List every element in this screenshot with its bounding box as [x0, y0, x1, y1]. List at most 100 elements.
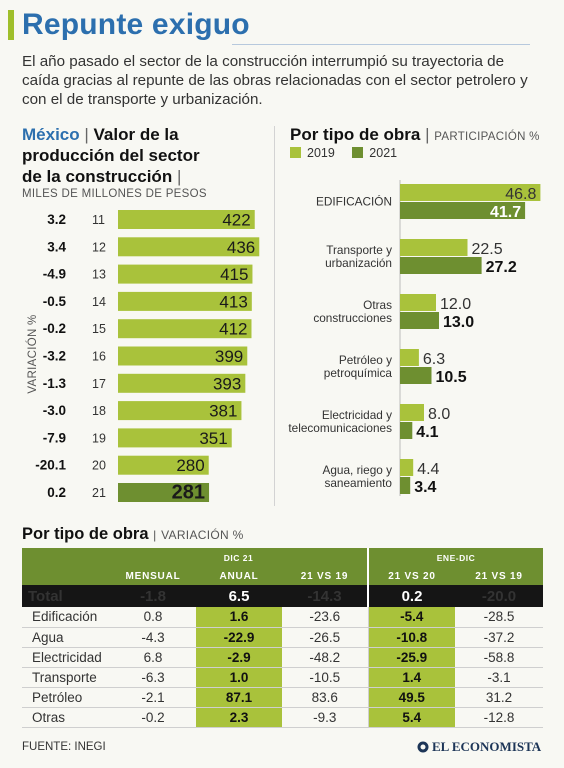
table-cell: -5.4 — [368, 607, 455, 627]
variation-table: DIC 21 ENE-DIC MENSUAL ANUAL 21 VS 19 21… — [22, 548, 543, 728]
year-tick-label: 14 — [92, 295, 106, 309]
variation-label: 0.2 — [47, 485, 66, 500]
production-value-label: 415 — [220, 265, 248, 284]
table-row: Edificación 0.8 1.6 -23.6 -5.4 -28.5 — [22, 607, 543, 627]
year-tick-label: 15 — [92, 322, 106, 336]
table-cell: -14.3 — [282, 585, 368, 607]
table-cell: -23.6 — [282, 607, 368, 627]
production-value-label: 412 — [219, 320, 247, 339]
col-header-anual: ANUAL — [196, 567, 282, 585]
table-title: Por tipo de obra | VARIACIÓN % — [22, 525, 244, 544]
group-header-dic21: DIC 21 — [110, 548, 368, 567]
table-row: Petróleo -2.1 87.1 83.6 49.5 31.2 — [22, 687, 543, 707]
production-value-label: 436 — [227, 238, 255, 257]
table-cell: -22.9 — [196, 627, 282, 647]
year-tick-label: 16 — [92, 350, 106, 364]
variation-label: -20.1 — [35, 458, 66, 473]
year-tick-label: 13 — [92, 268, 106, 282]
table-group-header-row: DIC 21 ENE-DIC — [22, 548, 543, 567]
table-row: Otras -0.2 2.3 -9.3 5.4 -12.8 — [22, 707, 543, 727]
variation-axis-label: VARIACIÓN % — [26, 314, 39, 393]
row-label: Petróleo — [22, 687, 110, 707]
production-value-label: 399 — [215, 347, 243, 366]
table-cell: -2.1 — [110, 687, 196, 707]
table-cell: -48.2 — [282, 647, 368, 667]
table-cell: -28.5 — [455, 607, 543, 627]
year-tick-label: 17 — [92, 377, 106, 391]
production-value-label: 281 — [172, 482, 205, 504]
production-value-label: 280 — [176, 456, 204, 475]
row-label: Transporte — [22, 667, 110, 687]
table-cell: -10.8 — [368, 627, 455, 647]
table-row-total: Total -1.8 6.5 -14.3 0.2 -20.0 — [22, 585, 543, 607]
table-cell: 6.5 — [196, 585, 282, 607]
year-tick-label: 18 — [92, 404, 106, 418]
variation-label: -4.9 — [43, 267, 66, 282]
variation-label: 3.4 — [47, 239, 66, 254]
table-cell: -9.3 — [282, 707, 368, 727]
table-row: Transporte -6.3 1.0 -10.5 1.4 -3.1 — [22, 667, 543, 687]
production-value-label: 393 — [213, 374, 241, 393]
production-value-label: 381 — [209, 402, 237, 421]
table-title-thin: VARIACIÓN % — [161, 528, 243, 542]
production-value-label: 351 — [199, 429, 227, 448]
table-cell: 83.6 — [282, 687, 368, 707]
row-label: Electricidad — [22, 647, 110, 667]
row-label: Total — [22, 585, 110, 607]
table-cell: 6.8 — [110, 647, 196, 667]
row-label: Edificación — [22, 607, 110, 627]
col-header-21vs19-dic: 21 VS 19 — [282, 567, 368, 585]
col-header-21vs19-ene-dic: 21 VS 19 — [455, 567, 543, 585]
table-cell: -58.8 — [455, 647, 543, 667]
brand-name: EL ECONOMISTA — [432, 739, 541, 755]
brand-logo-icon — [417, 741, 429, 753]
table-cell: -0.2 — [110, 707, 196, 727]
table-cell: 0.2 — [368, 585, 455, 607]
table-body: Edificación 0.8 1.6 -23.6 -5.4 -28.5 Agua -4.3-… — [22, 607, 543, 727]
table-cell: -20.0 — [455, 585, 543, 607]
row-label: Otras — [22, 707, 110, 727]
row-label: Agua — [22, 627, 110, 647]
table-column-header-row: MENSUAL ANUAL 21 VS 19 21 VS 20 21 VS 19 — [22, 567, 543, 585]
variation-label: -7.9 — [43, 430, 66, 445]
year-tick-label: 11 — [92, 213, 105, 227]
table-cell: 1.6 — [196, 607, 282, 627]
variation-label: -1.3 — [43, 376, 67, 391]
year-tick-label: 20 — [92, 459, 106, 473]
table-title-text: Por tipo de obra — [22, 525, 149, 543]
year-tick-label: 12 — [92, 240, 106, 254]
production-bar-chart: VARIACIÓN % 422 11 3.2 436 12 3.4 415 13 -4.9 413 1… — [0, 0, 564, 520]
table-cell: 87.1 — [196, 687, 282, 707]
year-tick-label: 21 — [92, 486, 106, 500]
table-cell: -37.2 — [455, 627, 543, 647]
table-cell: 5.4 — [368, 707, 455, 727]
table-cell: -6.3 — [110, 667, 196, 687]
table-cell: 31.2 — [455, 687, 543, 707]
variation-label: -3.2 — [43, 349, 66, 364]
table-cell: -1.8 — [110, 585, 196, 607]
table-cell: 2.3 — [196, 707, 282, 727]
col-header-21vs20: 21 VS 20 — [368, 567, 455, 585]
variation-label: 3.2 — [47, 212, 66, 227]
table-row: Agua -4.3 -22.9 -26.5 -10.8 -37.2 — [22, 627, 543, 647]
year-tick-label: 19 — [92, 431, 106, 445]
table-cell: 49.5 — [368, 687, 455, 707]
table-cell: -4.3 — [110, 627, 196, 647]
table-cell: -3.1 — [455, 667, 543, 687]
variation-label: -0.5 — [43, 294, 67, 309]
variation-label: -0.2 — [43, 321, 66, 336]
table-cell: -2.9 — [196, 647, 282, 667]
table-cell: -26.5 — [282, 627, 368, 647]
table-cell: 1.4 — [368, 667, 455, 687]
table-cell: -12.8 — [455, 707, 543, 727]
col-header-mensual: MENSUAL — [110, 567, 196, 585]
table-cell: -10.5 — [282, 667, 368, 687]
source-note: FUENTE: INEGI — [22, 741, 106, 753]
table-cell: -25.9 — [368, 647, 455, 667]
table-cell: 0.8 — [110, 607, 196, 627]
variation-label: -3.0 — [43, 403, 66, 418]
production-value-label: 422 — [222, 211, 250, 230]
production-value-label: 413 — [219, 292, 247, 311]
table-cell: 1.0 — [196, 667, 282, 687]
